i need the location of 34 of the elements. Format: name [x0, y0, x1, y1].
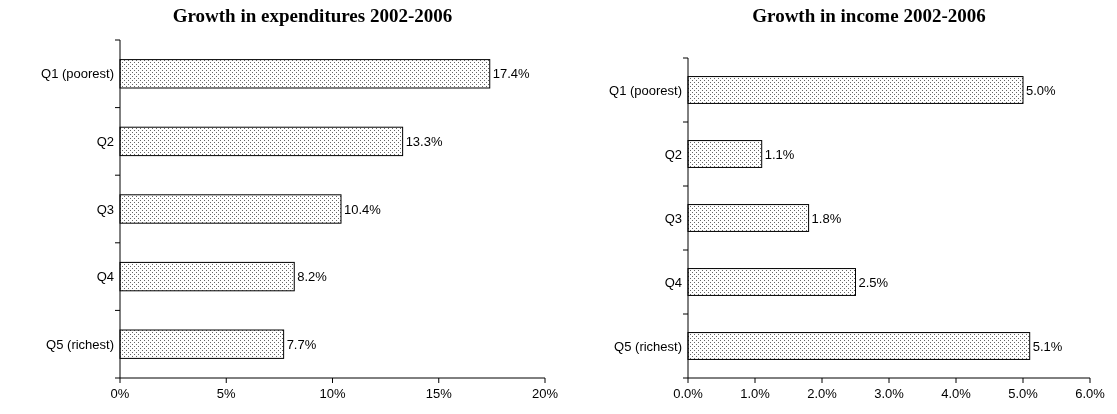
data-label: 1.1% [764, 146, 795, 162]
x-tick-label: 0.0% [673, 386, 704, 401]
y-tick-label: Q1 (poorest) [609, 82, 682, 98]
x-tick-label: 0% [110, 386, 130, 401]
y-tick-label: Q2 [96, 133, 114, 149]
x-tick-label: 5% [216, 386, 237, 401]
data-label: 5.1% [1032, 338, 1063, 354]
y-tick-label: Q4 [664, 274, 682, 290]
y-tick-label: Q1 (poorest) [41, 66, 114, 82]
chart-title: Growth in income 2002-2006 [752, 5, 986, 26]
x-tick-label: 10% [319, 386, 346, 401]
data-label: 1.8% [811, 210, 842, 226]
y-tick-label: Q3 [96, 201, 114, 217]
x-tick-label: 6.0% [1075, 386, 1106, 401]
chart-title: Growth in expenditures 2002-2006 [172, 5, 453, 26]
data-label: 2.5% [858, 274, 889, 290]
y-tick-label: Q2 [664, 146, 682, 162]
x-tick-label: 15% [425, 386, 453, 401]
x-tick-label: 1.0% [740, 386, 771, 401]
data-label: 13.3% [405, 133, 443, 149]
y-tick-label: Q3 [664, 210, 682, 226]
data-label: 8.2% [297, 269, 328, 285]
y-tick-label: Q5 (richest) [46, 336, 114, 352]
y-tick-label: Q4 [96, 269, 114, 285]
data-label: 17.4% [492, 66, 531, 82]
x-tick-label: 20% [531, 386, 559, 401]
x-tick-label: 3.0% [874, 386, 905, 401]
x-tick-label: 4.0% [941, 386, 972, 401]
x-tick-label: 2.0% [807, 386, 838, 401]
data-label: 10.4% [344, 201, 382, 217]
data-label: 5.0% [1026, 82, 1057, 98]
data-label: 7.7% [286, 336, 317, 352]
y-tick-label: Q5 (richest) [614, 338, 682, 354]
x-tick-label: 5.0% [1008, 386, 1039, 401]
